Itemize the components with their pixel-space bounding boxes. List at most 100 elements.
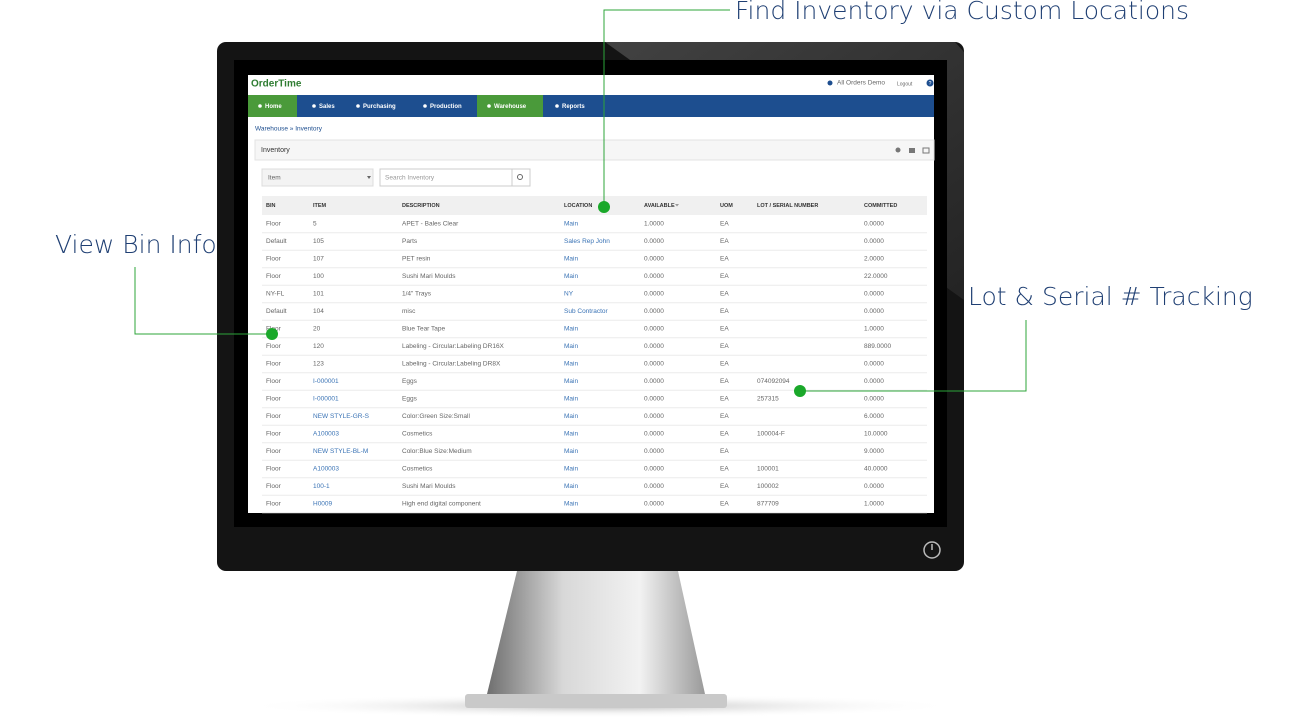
table-cell[interactable]: Main <box>564 501 578 508</box>
help-button[interactable] <box>926 79 934 87</box>
table-cell: EA <box>720 291 729 298</box>
table-cell[interactable]: A100003 <box>313 466 339 473</box>
table-cell: 6.0000 <box>864 413 884 420</box>
power-button[interactable] <box>923 541 941 559</box>
column-header[interactable]: LOCATION <box>564 203 592 209</box>
column-header[interactable]: ITEM <box>313 203 327 209</box>
table-cell[interactable]: 20 <box>313 326 321 333</box>
logout[interactable]: Logout <box>897 81 913 87</box>
table-cell[interactable]: 107 <box>313 256 324 263</box>
table-cell: 0.0000 <box>644 501 664 508</box>
column-header[interactable]: AVAILABLE <box>644 203 675 209</box>
table-cell[interactable]: I-000001 <box>313 396 339 403</box>
table-cell: 889.0000 <box>864 343 891 350</box>
table-cell[interactable]: Main <box>564 413 578 420</box>
search-icon[interactable] <box>517 174 523 180</box>
logo[interactable]: OrderTime <box>251 79 302 90</box>
table-cell[interactable]: Sub Contractor <box>564 308 609 315</box>
nav-item[interactable]: Sales <box>319 104 335 110</box>
table-cell: EA <box>720 378 729 385</box>
table-cell[interactable]: Main <box>564 326 578 333</box>
table-cell[interactable]: Main <box>564 396 578 403</box>
table-cell[interactable]: H0009 <box>313 501 333 508</box>
column-header[interactable]: LOT / SERIAL NUMBER <box>757 203 818 209</box>
nav-item[interactable]: Production <box>430 104 462 110</box>
help[interactable]: ? <box>929 81 932 87</box>
table-cell: EA <box>720 221 729 228</box>
table-cell[interactable]: Main <box>564 343 578 350</box>
table-cell: 1/4" Trays <box>402 291 432 298</box>
table-cell[interactable]: Main <box>564 256 578 263</box>
table-cell: 0.0000 <box>864 221 884 228</box>
table-cell[interactable]: Main <box>564 221 578 228</box>
nav-icon <box>258 104 262 108</box>
table-cell[interactable]: 120 <box>313 343 324 350</box>
table-header <box>262 196 927 215</box>
filter-select[interactable] <box>261 168 374 187</box>
table-cell: EA <box>720 326 729 333</box>
table-cell: 074092094 <box>757 378 790 385</box>
table-cell[interactable]: 5 <box>313 221 317 228</box>
export-icon[interactable] <box>922 147 930 154</box>
callout-dot <box>794 385 806 397</box>
callout: Lot & Serial # Tracking <box>968 282 1253 311</box>
table-cell: 0.0000 <box>644 448 664 455</box>
sort-arrow <box>675 204 679 207</box>
table-cell[interactable]: 123 <box>313 361 324 368</box>
table-cell[interactable]: 100 <box>313 273 324 280</box>
table-cell[interactable]: 105 <box>313 238 324 245</box>
nav-item[interactable]: Warehouse <box>494 104 527 110</box>
table-cell[interactable]: I-000001 <box>313 378 339 385</box>
table-cell[interactable]: NEW STYLE-GR-S <box>313 413 370 420</box>
table-cell[interactable]: Main <box>564 378 578 385</box>
account[interactable]: All Orders Demo <box>837 80 885 87</box>
table-cell: 0.0000 <box>644 238 664 245</box>
callout-lines <box>134 9 1027 392</box>
breadcrumb[interactable]: Warehouse » Inventory <box>255 126 323 133</box>
table-cell: High end digital component <box>402 501 481 508</box>
table-cell: 0.0000 <box>864 308 884 315</box>
search-placeholder: Search Inventory <box>385 175 435 182</box>
table-cell[interactable]: NEW STYLE-BL-M <box>313 448 368 455</box>
nav-item[interactable]: Home <box>265 104 282 110</box>
callout: View Bin Info <box>55 230 217 259</box>
search-box[interactable] <box>379 168 531 187</box>
table-cell[interactable]: NY <box>564 291 574 298</box>
column-header[interactable]: BIN <box>266 203 276 209</box>
table-cell[interactable]: 104 <box>313 308 324 315</box>
table-cell[interactable]: 100-1 <box>313 483 330 490</box>
print-icon[interactable] <box>909 148 915 153</box>
table-cell: Floor <box>266 221 282 228</box>
table-cell: Cosmetics <box>402 431 433 438</box>
table-cell[interactable]: Main <box>564 273 578 280</box>
nav-item[interactable]: Purchasing <box>363 104 396 110</box>
table-cell: EA <box>720 483 729 490</box>
table-cell: APET - Bales Clear <box>402 221 459 228</box>
table-cell[interactable]: Main <box>564 483 578 490</box>
table-cell[interactable]: A100003 <box>313 431 339 438</box>
table-cell[interactable]: Sales Rep John <box>564 238 610 245</box>
table-cell: Floor <box>266 431 282 438</box>
table-cell: EA <box>720 273 729 280</box>
table-cell[interactable]: Main <box>564 448 578 455</box>
table-cell: Eggs <box>402 396 418 403</box>
table-cell: 0.0000 <box>644 413 664 420</box>
column-header[interactable]: UOM <box>720 203 733 209</box>
table-cell[interactable]: Main <box>564 361 578 368</box>
table-cell: Floor <box>266 483 282 490</box>
table-cell: Floor <box>266 361 282 368</box>
settings-icon[interactable] <box>895 147 901 153</box>
table-cell: Floor <box>266 466 282 473</box>
table-cell: Blue Tear Tape <box>402 326 446 333</box>
table-cell: 0.0000 <box>644 396 664 403</box>
table-cell[interactable]: Main <box>564 466 578 473</box>
table-cell: 0.0000 <box>644 326 664 333</box>
table-cell: Floor <box>266 396 282 403</box>
table-cell: Color:Blue Size:Medium <box>402 448 472 455</box>
column-header[interactable]: COMMITTED <box>864 203 897 209</box>
column-header[interactable]: DESCRIPTION <box>402 203 440 209</box>
table-cell[interactable]: Main <box>564 431 578 438</box>
table-cell: EA <box>720 501 729 508</box>
table-cell[interactable]: 101 <box>313 291 324 298</box>
nav-item[interactable]: Reports <box>562 104 585 110</box>
